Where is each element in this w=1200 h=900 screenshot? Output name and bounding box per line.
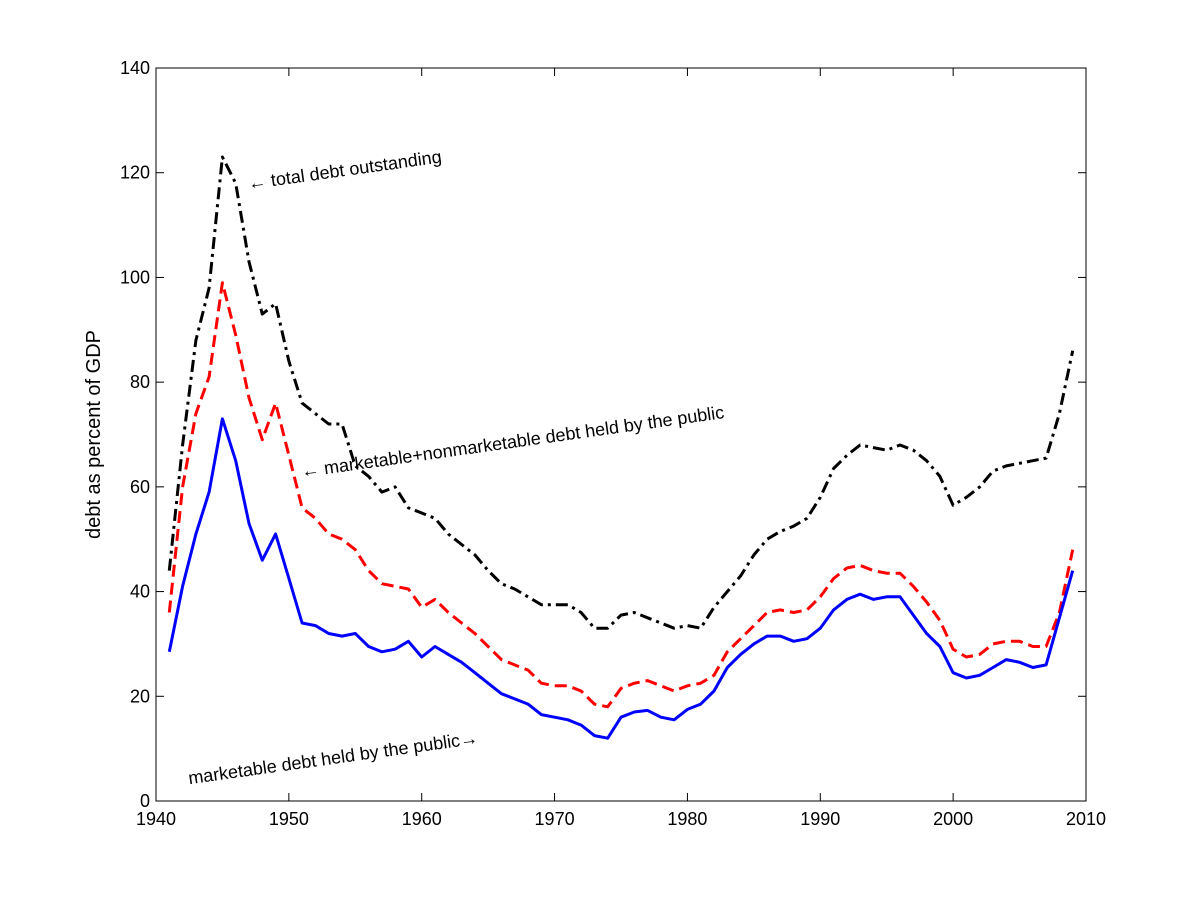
x-tick-label: 2000 [933,809,973,829]
y-tick-label: 100 [120,267,150,287]
x-tick-label: 1960 [402,809,442,829]
x-axis: 1940 1950 1960 1970 1980 1990 2000 2010 [136,68,1106,829]
x-tick-label: 1980 [667,809,707,829]
series-line-total [167,155,1075,630]
series-layer [167,155,1075,740]
y-tick-label: 20 [130,686,150,706]
x-tick-label: 1970 [535,809,575,829]
y-tick-label: 60 [130,477,150,497]
y-tick-label: 40 [130,582,150,602]
series-line-marketable_nonmarketable [167,281,1075,709]
x-tick-label: 1990 [800,809,840,829]
x-tick-label: 2010 [1066,809,1106,829]
y-axis: 0 20 40 60 80 100 120 140 [120,58,1086,811]
x-tick-label: 1940 [136,809,176,829]
plot-area [155,67,1087,802]
series-line-marketable [167,417,1075,740]
y-tick-label: 140 [120,58,150,78]
y-axis-label: debt as percent of GDP [83,330,105,539]
x-tick-label: 1950 [269,809,309,829]
y-tick-label: 0 [140,791,150,811]
y-tick-label: 120 [120,163,150,183]
y-tick-label: 80 [130,372,150,392]
